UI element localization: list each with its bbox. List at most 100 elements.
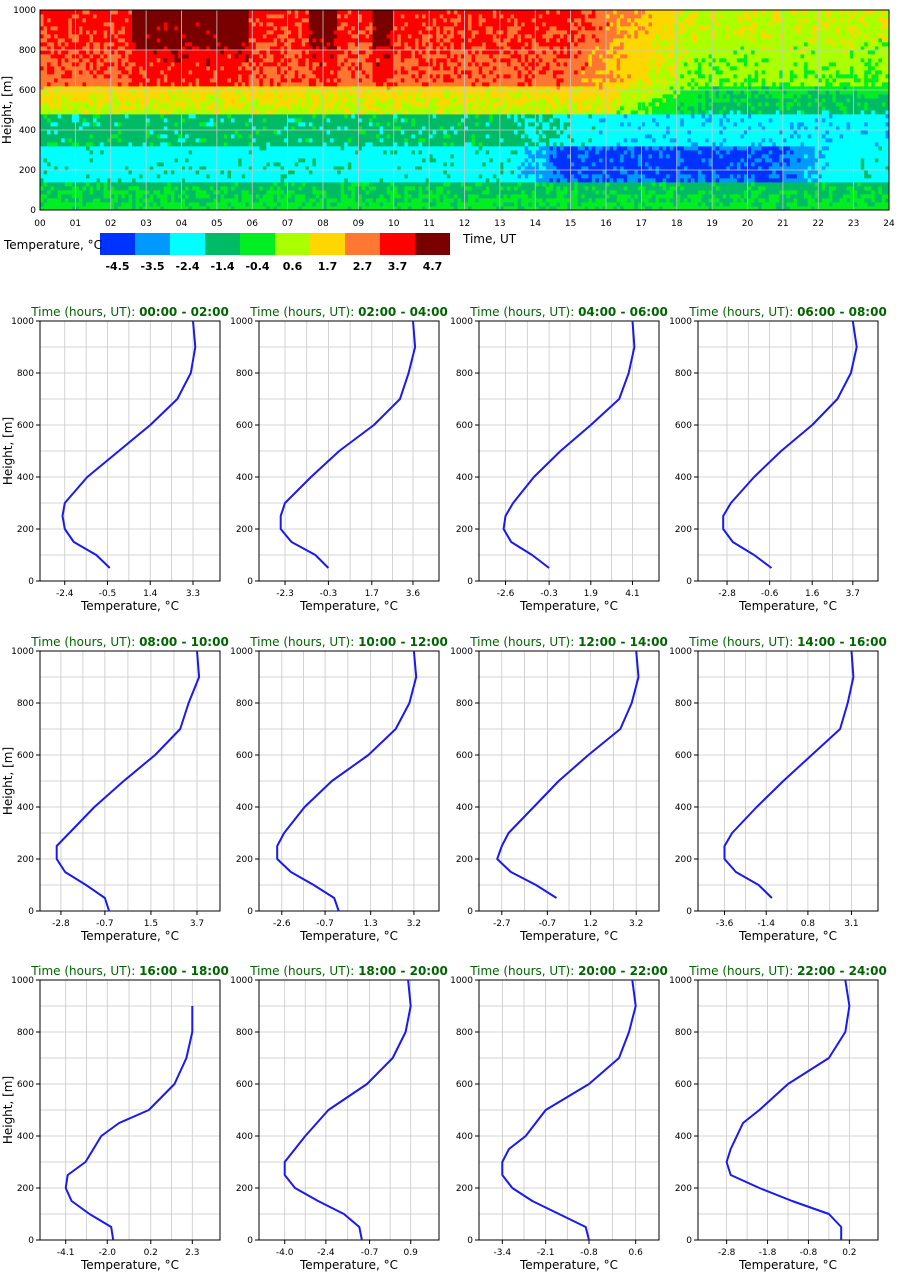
heatmap-cell (68, 82, 73, 87)
heatmap-cell (195, 198, 200, 203)
heatmap-cell (117, 26, 122, 31)
heatmap-cell (344, 158, 349, 163)
heatmap-cell (365, 26, 370, 31)
heatmap-cell (259, 130, 264, 135)
heatmap-cell (351, 146, 356, 151)
heatmap-cell (89, 90, 94, 95)
heatmap-cell (192, 138, 197, 143)
heatmap-cell (47, 106, 52, 111)
heatmap-cell (160, 202, 165, 207)
heatmap-cell (216, 138, 221, 143)
heatmap-cell (379, 98, 384, 103)
heatmap-cell (344, 126, 349, 131)
heatmap-cell (117, 18, 122, 23)
heatmap-cell (294, 146, 299, 151)
heatmap-cell (100, 110, 105, 115)
heatmap-cell (284, 150, 289, 155)
heatmap-cell (227, 58, 232, 63)
heatmap-cell (291, 194, 296, 199)
heatmap-cell (199, 190, 204, 195)
heatmap-cell (301, 114, 306, 119)
heatmap-cell (361, 158, 366, 163)
heatmap-cell (47, 82, 52, 87)
heatmap-cell (142, 38, 147, 43)
heatmap-cell (330, 174, 335, 179)
heatmap-cell (68, 110, 73, 115)
heatmap-cell (121, 34, 126, 39)
heatmap-cell (386, 26, 391, 31)
heatmap-cell (241, 66, 246, 71)
heatmap-cell (284, 178, 289, 183)
heatmap-cell (93, 46, 97, 51)
heatmap-cell (153, 202, 158, 207)
heatmap-cell (135, 162, 140, 167)
heatmap-cell (379, 150, 384, 155)
heatmap-cell (383, 174, 388, 179)
heatmap-cell (347, 206, 352, 211)
heatmap-cell (68, 58, 73, 63)
heatmap-cell (170, 58, 175, 63)
heatmap-cell (71, 186, 76, 191)
heatmap-cell (216, 206, 221, 211)
heatmap-cell (368, 34, 373, 39)
heatmap-cell (61, 202, 66, 207)
heatmap-cell (82, 170, 87, 175)
heatmap-cell (117, 194, 122, 199)
heatmap-cell (287, 126, 292, 131)
heatmap-cell (386, 114, 391, 119)
heatmap-cell (376, 142, 380, 147)
heatmap-cell (149, 142, 154, 147)
heatmap-cell (340, 122, 345, 127)
heatmap-cell (323, 106, 327, 111)
heatmap-cell (139, 10, 143, 15)
heatmap-cell (85, 126, 90, 131)
heatmap-cell (68, 30, 73, 35)
heatmap-cell (50, 174, 55, 179)
heatmap-cell (156, 54, 161, 59)
heatmap-cell (96, 90, 101, 95)
heatmap-cell (330, 162, 335, 167)
heatmap-cell (202, 122, 207, 127)
heatmap-cell (220, 66, 225, 71)
heatmap-cell (40, 102, 44, 107)
heatmap-cell (216, 74, 221, 79)
heatmap-cell (248, 102, 253, 107)
heatmap-cell (231, 190, 235, 195)
heatmap-cell (287, 154, 292, 159)
heatmap-cell (227, 158, 232, 163)
heatmap-cell (153, 22, 158, 27)
heatmap-cell (202, 170, 207, 175)
heatmap-cell (368, 66, 373, 71)
heatmap-cell (156, 134, 161, 139)
heatmap-cell (372, 202, 377, 207)
heatmap-cell (100, 50, 105, 55)
heatmap-cell (255, 62, 260, 67)
heatmap-cell (71, 106, 76, 111)
heatmap-cell (82, 158, 87, 163)
heatmap-cell (54, 98, 59, 103)
heatmap-cell (40, 90, 44, 95)
heatmap-cell (160, 186, 165, 191)
heatmap-cell (383, 74, 388, 79)
heatmap-cell (153, 178, 158, 183)
heatmap-cell (372, 70, 377, 75)
heatmap-cell (312, 94, 317, 99)
heatmap-cell (223, 154, 228, 159)
heatmap-cell (241, 78, 246, 83)
heatmap-cell (209, 14, 214, 19)
heatmap-cell (284, 30, 289, 35)
heatmap-cell (146, 138, 151, 143)
heatmap-cell (333, 122, 338, 127)
heatmap-cell (376, 86, 380, 91)
heatmap-cell (100, 106, 105, 111)
heatmap-cell (252, 162, 257, 167)
heatmap-cell (298, 62, 303, 67)
heatmap-cell (131, 42, 136, 47)
heatmap-cell (383, 146, 388, 151)
heatmap-cell (142, 114, 147, 119)
heatmap-cell (223, 86, 228, 91)
heatmap-cell (153, 66, 158, 71)
heatmap-cell (78, 50, 83, 55)
heatmap-cell (220, 86, 225, 91)
heatmap-cell (64, 78, 69, 83)
